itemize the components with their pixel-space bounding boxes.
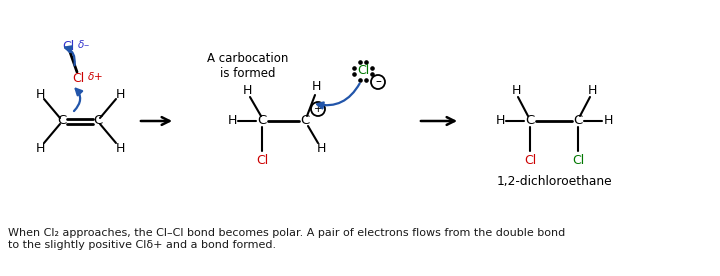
Text: C: C bbox=[257, 115, 266, 128]
Text: H: H bbox=[35, 142, 45, 155]
Text: Cl: Cl bbox=[524, 155, 536, 168]
Text: C: C bbox=[94, 115, 103, 128]
Text: H: H bbox=[243, 84, 252, 97]
FancyArrowPatch shape bbox=[317, 83, 360, 108]
Text: H: H bbox=[228, 115, 237, 128]
Text: C: C bbox=[300, 115, 310, 128]
Text: H: H bbox=[588, 84, 597, 97]
Text: Cl: Cl bbox=[572, 155, 584, 168]
Text: $\delta$+: $\delta$+ bbox=[87, 70, 103, 82]
Text: C: C bbox=[573, 115, 582, 128]
Text: H: H bbox=[495, 115, 505, 128]
Text: C: C bbox=[526, 115, 535, 128]
Text: Cl: Cl bbox=[256, 155, 268, 168]
Text: H: H bbox=[115, 87, 125, 100]
Text: H: H bbox=[115, 142, 125, 155]
Text: +: + bbox=[314, 104, 323, 114]
Text: to the slightly positive Clδ+ and a bond formed.: to the slightly positive Clδ+ and a bond… bbox=[8, 240, 276, 250]
Text: A carbocation
is formed: A carbocation is formed bbox=[207, 52, 289, 80]
Text: Cl: Cl bbox=[72, 71, 84, 84]
FancyArrowPatch shape bbox=[74, 89, 82, 111]
Text: C: C bbox=[58, 115, 67, 128]
Text: H: H bbox=[603, 115, 613, 128]
Text: H: H bbox=[35, 87, 45, 100]
Text: H: H bbox=[311, 81, 320, 94]
FancyArrowPatch shape bbox=[65, 46, 75, 65]
Text: –: – bbox=[375, 76, 381, 89]
Text: H: H bbox=[511, 84, 521, 97]
Text: H: H bbox=[316, 142, 325, 155]
Text: $\delta$–: $\delta$– bbox=[77, 38, 90, 50]
Text: 1,2-dichloroethane: 1,2-dichloroethane bbox=[496, 174, 612, 187]
Text: Cl: Cl bbox=[357, 65, 369, 78]
Text: When Cl₂ approaches, the Cl–Cl bond becomes polar. A pair of electrons flows fro: When Cl₂ approaches, the Cl–Cl bond beco… bbox=[8, 228, 565, 238]
Text: Cl: Cl bbox=[62, 39, 74, 52]
